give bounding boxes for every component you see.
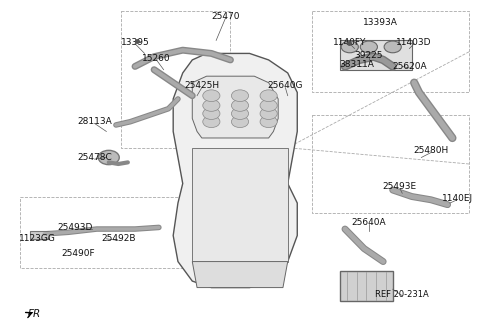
- Text: 11403D: 11403D: [396, 37, 432, 47]
- Text: 25640G: 25640G: [267, 81, 303, 91]
- Circle shape: [203, 100, 220, 111]
- Circle shape: [260, 90, 277, 102]
- Polygon shape: [192, 76, 278, 138]
- Text: 25470: 25470: [211, 11, 240, 21]
- Text: 1140EJ: 1140EJ: [442, 194, 473, 203]
- Text: 28113A: 28113A: [77, 117, 112, 126]
- Text: 25425H: 25425H: [184, 81, 219, 91]
- Bar: [340, 40, 412, 70]
- Circle shape: [231, 90, 249, 102]
- Text: 1140FY: 1140FY: [333, 37, 366, 47]
- Polygon shape: [173, 53, 297, 288]
- Text: 15260: 15260: [142, 54, 171, 63]
- Circle shape: [231, 100, 249, 111]
- Circle shape: [260, 116, 277, 128]
- Text: 25480H: 25480H: [413, 147, 448, 155]
- Text: FR: FR: [28, 309, 41, 319]
- Text: 13393A: 13393A: [363, 18, 398, 27]
- Circle shape: [341, 41, 359, 53]
- Text: 38311A: 38311A: [339, 60, 374, 69]
- Circle shape: [260, 100, 277, 111]
- Circle shape: [231, 108, 249, 119]
- Text: 1123GG: 1123GG: [19, 234, 56, 243]
- Text: 39225: 39225: [355, 51, 383, 60]
- Polygon shape: [192, 148, 288, 261]
- Circle shape: [384, 41, 401, 53]
- Circle shape: [260, 108, 277, 119]
- Circle shape: [203, 108, 220, 119]
- Circle shape: [231, 116, 249, 128]
- Polygon shape: [192, 261, 288, 288]
- Circle shape: [203, 90, 220, 102]
- Circle shape: [360, 41, 377, 53]
- Text: 25640A: 25640A: [351, 218, 386, 227]
- Text: REF 20-231A: REF 20-231A: [375, 290, 429, 298]
- Circle shape: [98, 150, 119, 165]
- Circle shape: [203, 116, 220, 128]
- Text: 25493D: 25493D: [58, 223, 93, 232]
- Text: 13395: 13395: [120, 37, 149, 47]
- Bar: [30, 231, 49, 239]
- Text: 25490F: 25490F: [61, 249, 95, 258]
- Text: 25620A: 25620A: [392, 62, 427, 71]
- Text: 25478C: 25478C: [77, 153, 112, 162]
- Text: 25493E: 25493E: [383, 182, 417, 191]
- Bar: [340, 271, 393, 300]
- Text: 25492B: 25492B: [101, 234, 135, 243]
